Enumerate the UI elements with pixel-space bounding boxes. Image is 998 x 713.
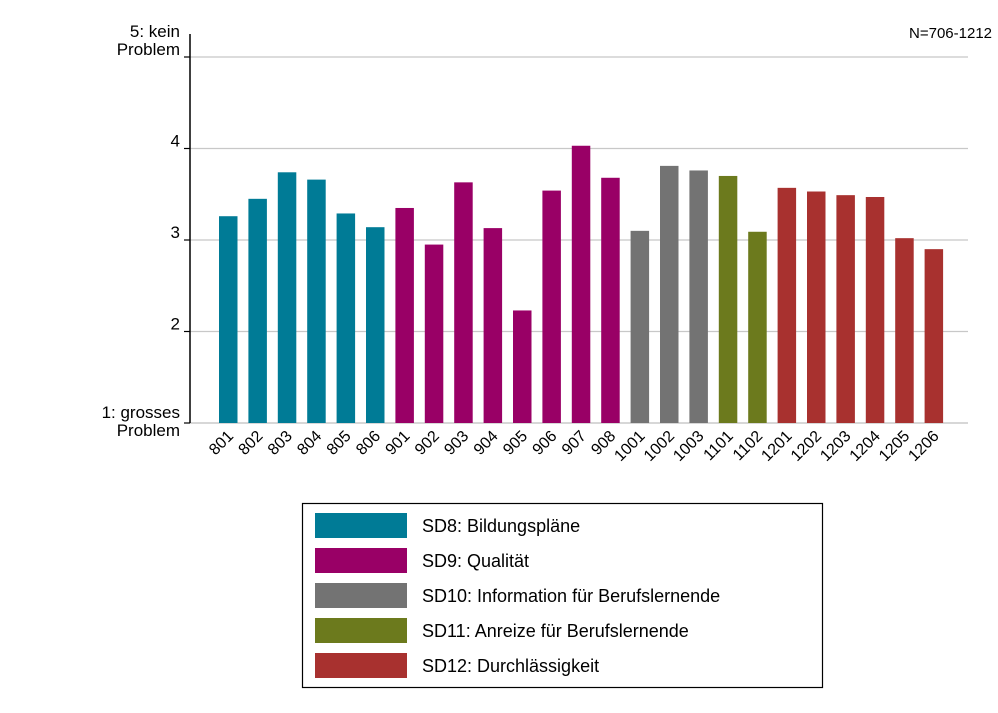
bar-806: [366, 227, 385, 423]
sample-size-note: N=706-1212: [909, 25, 992, 42]
bars: [219, 145, 944, 423]
bar-802: [248, 198, 267, 423]
bar-805: [336, 213, 356, 423]
bar-905: [513, 310, 532, 423]
x-tick-label: 1205: [876, 428, 913, 465]
legend-swatch: [315, 513, 407, 538]
bar-1003: [689, 170, 708, 423]
legend-swatch: [315, 653, 407, 678]
bar-901: [395, 207, 414, 423]
x-tick-label: 1204: [847, 428, 884, 465]
x-tick-label: 1102: [730, 428, 766, 464]
legend: SD8: Bildungspläne SD9: Qualität SD10: Inf…: [301, 502, 824, 689]
y-tick-label: 3: [171, 223, 180, 242]
y-tick-label: Problem: [117, 40, 180, 59]
legend-label: SD9: Qualität: [422, 551, 529, 571]
x-tick-label: 1101: [701, 428, 737, 464]
bar-1204: [865, 196, 885, 423]
bar-1206: [924, 249, 944, 423]
bar-1101: [718, 175, 738, 423]
bar-1201: [777, 187, 797, 423]
legend-swatch: [315, 618, 407, 643]
x-tick-label: 1201: [758, 428, 795, 465]
x-tick-label: 901: [383, 428, 414, 459]
x-tick-label: 1003: [670, 428, 707, 465]
y-tick-label: 1: grosses: [102, 403, 180, 422]
bar-1102: [748, 231, 767, 423]
x-tick-label: 805: [324, 428, 355, 459]
bar-906: [542, 190, 561, 423]
bar-803: [277, 172, 297, 423]
x-tick-labels: 8018028038048058069019029039049059069079…: [206, 428, 943, 465]
bar-903: [454, 182, 473, 423]
x-tick-label: 902: [412, 428, 443, 459]
bar-1202: [807, 191, 826, 423]
x-tick-label: 903: [441, 428, 472, 459]
x-tick-label: 1206: [905, 428, 942, 465]
x-tick-label: 1202: [788, 428, 825, 465]
legend-label: SD8: Bildungspläne: [422, 516, 580, 536]
legend-label: SD11: Anreize für Berufslernende: [422, 621, 689, 641]
bar-804: [307, 179, 326, 423]
legend-swatch: [315, 583, 407, 608]
x-tick-label: 906: [530, 428, 561, 459]
bar-1203: [836, 195, 855, 423]
x-tick-label: 806: [353, 428, 384, 459]
x-tick-label: 904: [471, 428, 502, 459]
x-tick-label: 802: [236, 428, 267, 459]
bar-1001: [630, 230, 650, 423]
legend-label: SD10: Information für Berufslernende: [422, 586, 720, 606]
bar-907: [571, 145, 591, 423]
y-tick-label: 4: [171, 132, 180, 151]
x-tick-label: 907: [559, 428, 590, 459]
bar-902: [424, 244, 444, 423]
x-tick-label: 801: [206, 428, 237, 459]
bar-908: [601, 177, 620, 423]
x-tick-label: 1001: [611, 428, 648, 465]
x-tick-label: 1002: [641, 428, 678, 465]
x-tick-label: 803: [265, 428, 296, 459]
y-tick-label: 2: [171, 315, 180, 334]
bar-1205: [895, 238, 914, 423]
y-tick-label: Problem: [117, 421, 180, 440]
bar-801: [219, 216, 238, 423]
y-tick-label: 5: kein: [130, 22, 180, 41]
bar-904: [483, 228, 503, 423]
x-tick-label: 1203: [817, 428, 854, 465]
x-tick-label: 804: [294, 428, 325, 459]
legend-label: SD12: Durchlässigkeit: [422, 656, 599, 676]
x-tick-label: 905: [500, 428, 531, 459]
legend-swatch: [315, 548, 407, 573]
bar-1002: [660, 165, 679, 423]
